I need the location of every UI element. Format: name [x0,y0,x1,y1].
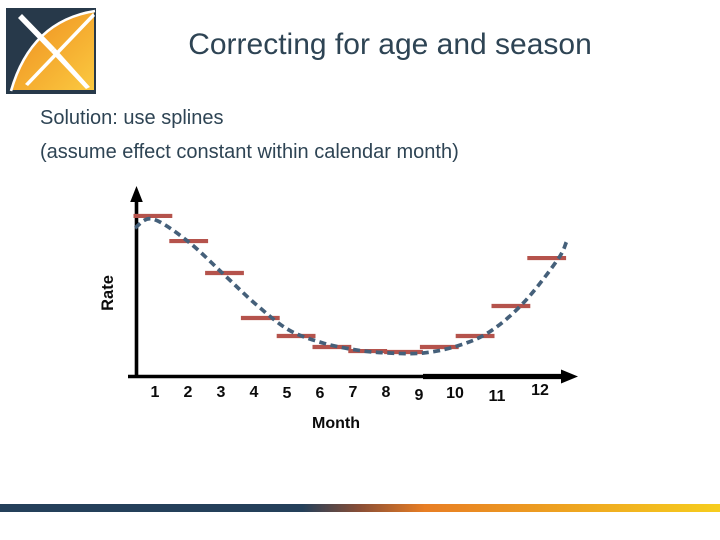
y-axis-label: Rate [99,275,117,311]
x-tick-label-10: 10 [446,385,464,402]
x-tick-labels: 1 2 3 4 5 6 7 8 9 10 11 12 [151,382,549,405]
page-title: Correcting for age and season [188,28,592,61]
y-axis-arrow-icon [130,186,143,202]
x-tick-label-4: 4 [250,384,259,401]
compass-logo [6,8,96,94]
x-tick-label-7: 7 [349,384,358,401]
x-tick-label-8: 8 [382,384,391,401]
subtitle-line-1: Solution: use splines [40,107,224,129]
x-tick-label-2: 2 [184,384,193,401]
footer-gradient-stripe [0,504,720,512]
subtitle-line-2: (assume effect constant within calendar … [40,141,459,163]
x-tick-label-6: 6 [316,385,325,402]
x-tick-label-11: 11 [489,388,506,405]
x-axis-arrow-icon [561,369,578,384]
logo-needle-downright [51,48,90,89]
x-tick-label-3: 3 [217,384,226,401]
logo-needle-upleft [18,14,55,52]
x-axis-label: Month [312,415,360,432]
seasonal-spline-curve [133,216,569,356]
monthly-step-segments [133,213,567,355]
x-tick-label-12: 12 [531,382,549,399]
logo-needle-cross [25,13,95,86]
x-tick-label-9: 9 [415,387,424,404]
x-tick-label-5: 5 [283,385,292,402]
subtitle-block: Solution: use splines (assume effect con… [40,101,660,169]
x-tick-label-1: 1 [151,384,160,401]
